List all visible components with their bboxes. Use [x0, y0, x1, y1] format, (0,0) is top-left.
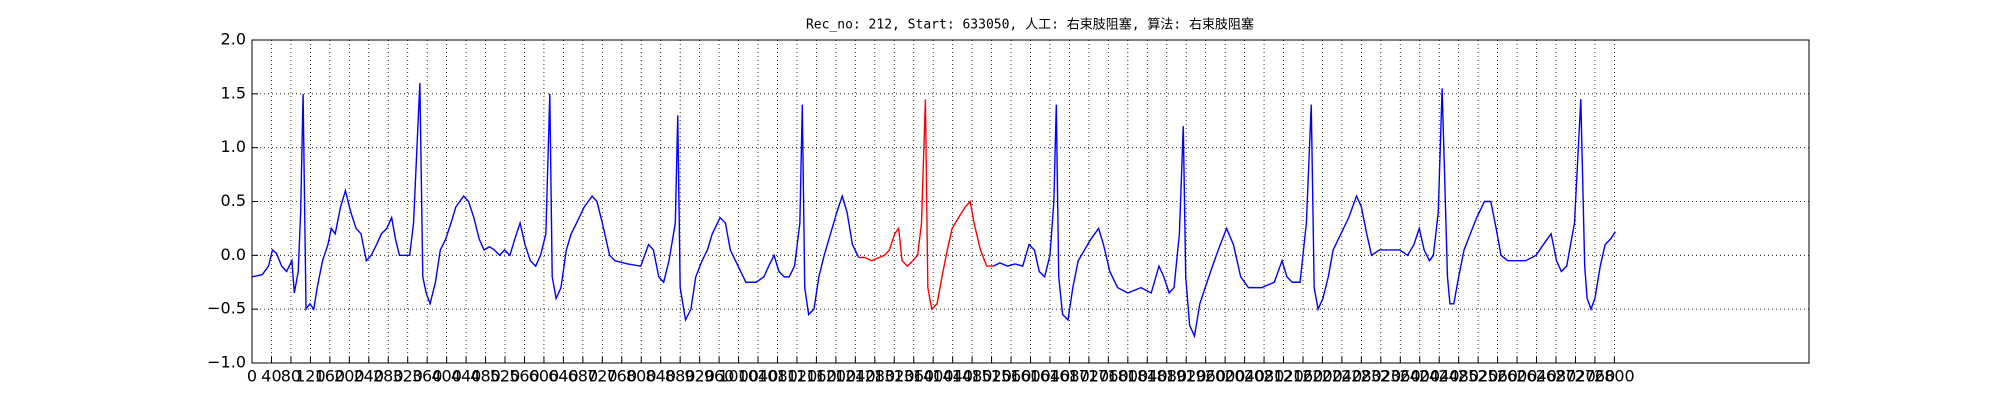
x-tick-label: 2080	[1244, 367, 1285, 386]
x-tick-label: 1520	[971, 367, 1012, 386]
x-tick-label: 720	[587, 367, 618, 386]
x-tick-label: 2800	[1594, 367, 1635, 386]
y-tick-label: 0.5	[221, 191, 246, 210]
x-tick-label: 1440	[932, 367, 973, 386]
signal-line	[993, 88, 1616, 339]
x-tick-label: 280	[373, 367, 404, 386]
x-tick-label: 1560	[991, 367, 1032, 386]
x-tick-label: 1280	[854, 367, 895, 386]
x-tick-label: 1880	[1146, 367, 1187, 386]
y-tick-label: 2.0	[221, 30, 246, 49]
tick-labels: −1.0−0.50.00.51.01.52.00 40 80120160200240…	[207, 30, 1635, 386]
x-tick-label: 40	[261, 367, 281, 386]
x-tick-label: 1800	[1107, 367, 1148, 386]
x-tick-label: 2720	[1555, 367, 1596, 386]
x-tick-label: 1760	[1088, 367, 1129, 386]
x-tick-label: 2440	[1419, 367, 1460, 386]
x-tick-label: 0	[247, 367, 257, 386]
x-tick-label: 600	[529, 367, 560, 386]
x-tick-label: 640	[548, 367, 579, 386]
x-tick-label: 2240	[1322, 367, 1363, 386]
chart-title: Rec_no: 212, Start: 633050, 人工: 右束肢阻塞, 算…	[806, 17, 1254, 33]
y-tick-label: 0.0	[221, 245, 246, 264]
x-tick-label: 1920	[1166, 367, 1207, 386]
x-tick-label: 2320	[1360, 367, 1401, 386]
x-tick-label: 760	[607, 367, 638, 386]
x-tick-label: 840	[645, 367, 676, 386]
x-tick-label: 2760	[1575, 367, 1616, 386]
axes-frame	[251, 39, 1810, 364]
x-tick-label: 2520	[1458, 367, 1499, 386]
x-tick-label: 440	[451, 367, 482, 386]
x-tick-label: 1240	[835, 367, 876, 386]
x-tick-label: 560	[509, 367, 540, 386]
plot-lines	[251, 83, 1616, 339]
x-tick-label: 2600	[1497, 367, 1538, 386]
x-tick-label: 1480	[952, 367, 993, 386]
x-tick-label: 920	[684, 367, 715, 386]
x-tick-label: 200	[334, 367, 365, 386]
x-tick-label: 480	[470, 367, 501, 386]
x-tick-label: 960	[704, 367, 735, 386]
x-tick-label: 1120	[777, 367, 818, 386]
y-tick-label: 1.5	[221, 83, 246, 102]
x-tick-label: 2200	[1302, 367, 1343, 386]
x-tick-label: 1400	[913, 367, 954, 386]
x-tick-label: 1720	[1069, 367, 1110, 386]
x-tick-label: 1600	[1010, 367, 1051, 386]
x-tick-label: 2360	[1380, 367, 1421, 386]
x-tick-label: 320	[392, 367, 423, 386]
x-tick-label: 2480	[1438, 367, 1479, 386]
x-tick-label: 1160	[796, 367, 837, 386]
y-tick-label: −0.5	[207, 299, 246, 318]
x-tick-label: 680	[568, 367, 599, 386]
y-tick-label: −1.0	[207, 353, 246, 372]
x-tick-label: 1000	[718, 367, 759, 386]
x-tick-label: 1640	[1030, 367, 1071, 386]
x-tick-label: 360	[412, 367, 443, 386]
x-tick-label: 2680	[1536, 367, 1577, 386]
signal-line	[858, 99, 994, 311]
x-tick-label: 520	[490, 367, 521, 386]
x-tick-label: 1200	[816, 367, 857, 386]
x-tick-label: 800	[626, 367, 657, 386]
x-tick-label: 2560	[1477, 367, 1518, 386]
x-tick-label: 1960	[1185, 367, 1226, 386]
x-tick-label: 1080	[757, 367, 798, 386]
signal-line	[251, 83, 860, 323]
grid	[251, 39, 1809, 364]
x-tick-label: 1840	[1127, 367, 1168, 386]
x-tick-label: 1040	[738, 367, 779, 386]
x-tick-label: 2040	[1224, 367, 1265, 386]
x-tick-label: 1680	[1049, 367, 1090, 386]
x-tick-label: 1320	[874, 367, 915, 386]
x-tick-label: 2160	[1283, 367, 1324, 386]
x-tick-label: 1360	[893, 367, 934, 386]
x-tick-label: 160	[315, 367, 346, 386]
x-tick-label: 2280	[1341, 367, 1382, 386]
x-tick-label: 2000	[1205, 367, 1246, 386]
x-tick-label: 400	[431, 367, 462, 386]
x-tick-label: 880	[665, 367, 696, 386]
x-tick-label: 2120	[1263, 367, 1304, 386]
y-tick-label: 1.0	[221, 137, 246, 156]
x-tick-label: 2640	[1516, 367, 1557, 386]
x-tick-label: 2400	[1399, 367, 1440, 386]
x-tick-label: 120	[295, 367, 326, 386]
x-tick-label: 240	[354, 367, 385, 386]
x-tick-label: 80	[281, 367, 301, 386]
